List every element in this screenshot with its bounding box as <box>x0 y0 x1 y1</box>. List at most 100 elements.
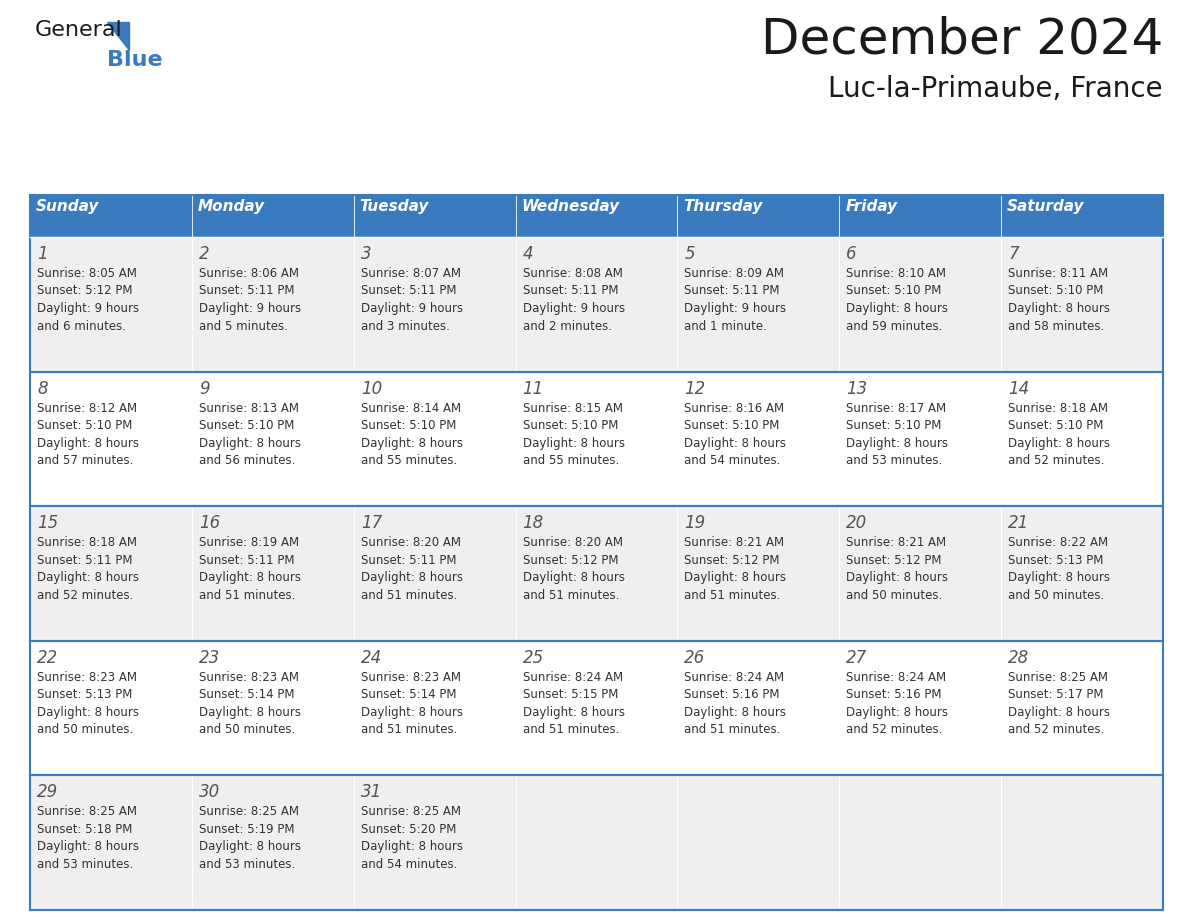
Text: Daylight: 8 hours: Daylight: 8 hours <box>1009 302 1110 315</box>
Text: Daylight: 8 hours: Daylight: 8 hours <box>846 706 948 719</box>
Text: Daylight: 8 hours: Daylight: 8 hours <box>198 571 301 584</box>
Text: Sunrise: 8:23 AM: Sunrise: 8:23 AM <box>361 671 461 684</box>
Text: Sunrise: 8:20 AM: Sunrise: 8:20 AM <box>523 536 623 549</box>
Text: Daylight: 8 hours: Daylight: 8 hours <box>37 571 139 584</box>
Text: Sunrise: 8:17 AM: Sunrise: 8:17 AM <box>846 401 947 415</box>
Bar <box>191 195 354 237</box>
Text: Sunrise: 8:21 AM: Sunrise: 8:21 AM <box>846 536 947 549</box>
Bar <box>30 506 191 641</box>
Bar <box>1001 506 1163 641</box>
Text: December 2024: December 2024 <box>760 15 1163 63</box>
Text: Sunrise: 8:25 AM: Sunrise: 8:25 AM <box>37 805 137 819</box>
Text: Sunset: 5:12 PM: Sunset: 5:12 PM <box>684 554 781 566</box>
Text: Daylight: 8 hours: Daylight: 8 hours <box>846 302 948 315</box>
Text: 18: 18 <box>523 514 544 532</box>
Text: Sunrise: 8:16 AM: Sunrise: 8:16 AM <box>684 401 784 415</box>
Bar <box>354 372 516 506</box>
Text: Daylight: 8 hours: Daylight: 8 hours <box>523 437 625 450</box>
Text: Daylight: 8 hours: Daylight: 8 hours <box>361 706 462 719</box>
Text: Sunset: 5:11 PM: Sunset: 5:11 PM <box>198 554 295 566</box>
Bar <box>1001 237 1163 372</box>
Bar <box>839 237 1001 372</box>
Text: and 58 minutes.: and 58 minutes. <box>1009 319 1105 332</box>
Text: Sunrise: 8:19 AM: Sunrise: 8:19 AM <box>198 536 299 549</box>
Text: 31: 31 <box>361 783 383 801</box>
Text: 19: 19 <box>684 514 706 532</box>
Text: 30: 30 <box>198 783 220 801</box>
Text: Daylight: 8 hours: Daylight: 8 hours <box>684 706 786 719</box>
Bar <box>30 195 191 237</box>
Text: Daylight: 8 hours: Daylight: 8 hours <box>198 840 301 854</box>
Text: and 55 minutes.: and 55 minutes. <box>523 454 619 467</box>
Text: and 51 minutes.: and 51 minutes. <box>523 588 619 601</box>
Text: Sunset: 5:16 PM: Sunset: 5:16 PM <box>846 688 942 701</box>
Text: 5: 5 <box>684 245 695 263</box>
Bar <box>191 506 354 641</box>
Text: Daylight: 8 hours: Daylight: 8 hours <box>846 571 948 584</box>
Text: Daylight: 8 hours: Daylight: 8 hours <box>361 571 462 584</box>
Text: Sunset: 5:10 PM: Sunset: 5:10 PM <box>523 420 618 432</box>
Text: Daylight: 8 hours: Daylight: 8 hours <box>684 437 786 450</box>
Bar <box>839 372 1001 506</box>
Text: 2: 2 <box>198 245 209 263</box>
Bar <box>677 237 839 372</box>
Text: Sunrise: 8:10 AM: Sunrise: 8:10 AM <box>846 267 947 280</box>
Text: Sunset: 5:10 PM: Sunset: 5:10 PM <box>1009 285 1104 297</box>
Text: General: General <box>34 20 122 40</box>
Text: Sunset: 5:19 PM: Sunset: 5:19 PM <box>198 823 295 836</box>
Text: Daylight: 9 hours: Daylight: 9 hours <box>198 302 301 315</box>
Bar <box>30 372 191 506</box>
Text: 26: 26 <box>684 649 706 666</box>
Text: and 59 minutes.: and 59 minutes. <box>846 319 942 332</box>
Bar <box>516 506 677 641</box>
Text: Daylight: 8 hours: Daylight: 8 hours <box>523 571 625 584</box>
Bar <box>839 641 1001 776</box>
Text: Sunrise: 8:25 AM: Sunrise: 8:25 AM <box>198 805 299 819</box>
Text: Daylight: 9 hours: Daylight: 9 hours <box>523 302 625 315</box>
Text: and 50 minutes.: and 50 minutes. <box>37 723 133 736</box>
Bar <box>191 776 354 910</box>
Bar <box>191 641 354 776</box>
Bar <box>1001 195 1163 237</box>
Text: 29: 29 <box>37 783 58 801</box>
Text: Sunset: 5:13 PM: Sunset: 5:13 PM <box>1009 554 1104 566</box>
Text: Sunrise: 8:14 AM: Sunrise: 8:14 AM <box>361 401 461 415</box>
Text: and 50 minutes.: and 50 minutes. <box>1009 588 1105 601</box>
Bar <box>516 372 677 506</box>
Text: Sunrise: 8:13 AM: Sunrise: 8:13 AM <box>198 401 299 415</box>
Text: Sunrise: 8:24 AM: Sunrise: 8:24 AM <box>684 671 784 684</box>
Text: and 5 minutes.: and 5 minutes. <box>198 319 287 332</box>
Text: Sunset: 5:11 PM: Sunset: 5:11 PM <box>684 285 781 297</box>
Text: Sunrise: 8:24 AM: Sunrise: 8:24 AM <box>523 671 623 684</box>
Text: Wednesday: Wednesday <box>522 199 620 214</box>
Text: Sunrise: 8:08 AM: Sunrise: 8:08 AM <box>523 267 623 280</box>
Text: Sunset: 5:11 PM: Sunset: 5:11 PM <box>523 285 618 297</box>
Text: Sunrise: 8:05 AM: Sunrise: 8:05 AM <box>37 267 137 280</box>
Text: Sunset: 5:10 PM: Sunset: 5:10 PM <box>198 420 295 432</box>
Text: 4: 4 <box>523 245 533 263</box>
Text: Daylight: 8 hours: Daylight: 8 hours <box>37 706 139 719</box>
Text: Sunrise: 8:07 AM: Sunrise: 8:07 AM <box>361 267 461 280</box>
Text: Daylight: 8 hours: Daylight: 8 hours <box>1009 437 1110 450</box>
Text: Sunset: 5:11 PM: Sunset: 5:11 PM <box>361 554 456 566</box>
Bar <box>30 237 191 372</box>
Text: Tuesday: Tuesday <box>360 199 429 214</box>
Text: and 53 minutes.: and 53 minutes. <box>198 858 295 871</box>
Text: Daylight: 9 hours: Daylight: 9 hours <box>37 302 139 315</box>
Text: Daylight: 8 hours: Daylight: 8 hours <box>1009 706 1110 719</box>
Text: Daylight: 8 hours: Daylight: 8 hours <box>198 437 301 450</box>
Text: Sunset: 5:13 PM: Sunset: 5:13 PM <box>37 688 132 701</box>
Text: Sunset: 5:10 PM: Sunset: 5:10 PM <box>846 420 942 432</box>
Bar <box>677 641 839 776</box>
Text: Daylight: 8 hours: Daylight: 8 hours <box>198 706 301 719</box>
Text: 6: 6 <box>846 245 857 263</box>
Text: Sunset: 5:10 PM: Sunset: 5:10 PM <box>684 420 779 432</box>
Bar <box>30 195 1163 910</box>
Text: 14: 14 <box>1009 380 1029 397</box>
Bar <box>191 372 354 506</box>
Text: Sunset: 5:14 PM: Sunset: 5:14 PM <box>198 688 295 701</box>
Text: Sunset: 5:11 PM: Sunset: 5:11 PM <box>37 554 133 566</box>
Bar <box>1001 372 1163 506</box>
Text: and 2 minutes.: and 2 minutes. <box>523 319 612 332</box>
Text: and 3 minutes.: and 3 minutes. <box>361 319 449 332</box>
